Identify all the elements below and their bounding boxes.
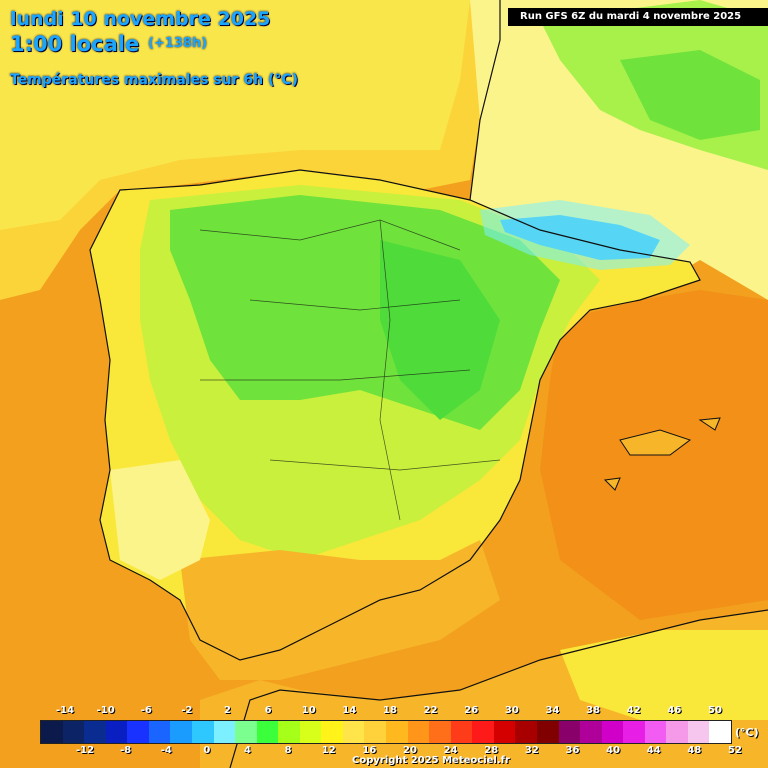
legend-bottom-label: 0 (203, 745, 211, 756)
legend-color-cell (342, 721, 365, 743)
legend-top-label: 18 (383, 705, 397, 716)
legend-color-cell (256, 721, 279, 743)
legend-top-label: -6 (140, 705, 152, 716)
legend-unit: (°C) (735, 726, 759, 739)
legend-color-cell (558, 721, 581, 743)
africa-coastline (229, 609, 768, 768)
legend-bottom-label: -8 (120, 745, 132, 756)
legend-color-cell (191, 721, 214, 743)
legend-color-cell (644, 721, 667, 743)
legend-top-label: 14 (342, 705, 357, 716)
legend-color-cell (623, 721, 645, 743)
legend-color-cell (84, 721, 106, 743)
legend-bottom-label: 48 (687, 745, 702, 756)
legend-color-cell (709, 721, 731, 743)
legend-top-label: 30 (504, 705, 519, 716)
legend-color-cell (687, 721, 710, 743)
legend-color-cell (666, 721, 688, 743)
legend-top-label: 22 (423, 705, 438, 716)
legend-color-cell (472, 721, 494, 743)
legend-top-label: 10 (301, 705, 316, 716)
legend-bottom-label: 16 (362, 745, 377, 756)
legend-color-cell (407, 721, 430, 743)
legend-bottom-label: 24 (443, 745, 458, 756)
andalusia-pale (110, 460, 210, 580)
legend-bottom-label: 36 (565, 745, 580, 756)
legend-bottom-label: 8 (284, 745, 292, 756)
legend-bottom-label: -12 (75, 745, 95, 756)
legend-top-label: 50 (708, 705, 722, 716)
legend-color-cell (321, 721, 343, 743)
legend-color-cell (299, 721, 322, 743)
legend-bottom-label: 20 (403, 745, 417, 756)
legend-top-label: 6 (264, 705, 272, 716)
copyright: Copyright 2025 Meteociel.fr (352, 755, 510, 766)
legend-color-cell (213, 721, 236, 743)
legend-color-cell (62, 721, 85, 743)
legend-color-cell (127, 721, 149, 743)
legend-top-label: 38 (586, 705, 601, 716)
legend-top-label: -14 (55, 705, 75, 716)
france-green-2 (620, 50, 760, 140)
legend-bottom-label: 44 (646, 745, 661, 756)
legend-color-cell (364, 721, 386, 743)
andalusia-warm (180, 540, 500, 680)
legend-bottom-label: 4 (244, 745, 251, 756)
legend-color-cell (278, 721, 300, 743)
legend-color-cell (536, 721, 559, 743)
iberia-coastline (89, 169, 701, 661)
forecast-offset: (+138h) (148, 36, 208, 51)
map-subtitle: Températures maximales sur 6h (°C) (10, 72, 299, 88)
run-info: Run GFS 6Z du mardi 4 novembre 2025 (508, 8, 768, 26)
interior-green-2 (380, 240, 500, 420)
legend-color-cell (170, 721, 192, 743)
legend-color-cell (515, 721, 537, 743)
legend-color-cell (580, 721, 602, 743)
legend-color-cell (41, 721, 63, 743)
color-legend (40, 720, 732, 744)
legend-color-cell (148, 721, 171, 743)
date-title: lundi 10 novembre 2025 (10, 8, 271, 30)
legend-top-label: 46 (667, 705, 682, 716)
legend-bottom-label: 28 (484, 745, 499, 756)
legend-color-cell (235, 721, 257, 743)
legend-top-label: -10 (96, 705, 115, 716)
africa-yellow (560, 630, 768, 720)
legend-top-label: 2 (224, 705, 231, 716)
legend-bottom-label: 32 (524, 745, 539, 756)
legend-top-label: 34 (545, 705, 560, 716)
legend-top-label: 26 (464, 705, 479, 716)
legend-bottom-label: -4 (160, 745, 172, 756)
legend-color-cell (493, 721, 516, 743)
legend-color-cell (386, 721, 408, 743)
legend-top-label: 42 (626, 705, 641, 716)
legend-top-label: -2 (181, 705, 193, 716)
legend-bottom-label: 52 (728, 745, 742, 756)
france-coastline (469, 0, 501, 201)
legend-color-cell (601, 721, 624, 743)
legend-color-cell (429, 721, 451, 743)
region-borders (199, 219, 501, 521)
legend-bottom-label: 40 (606, 745, 621, 756)
time-title: 1:00 locale (10, 32, 140, 56)
legend-color-cell (105, 721, 128, 743)
balearic-islands (603, 417, 721, 491)
legend-bottom-label: 12 (321, 745, 336, 756)
legend-color-cell (450, 721, 473, 743)
atlantic-pale (0, 0, 470, 230)
